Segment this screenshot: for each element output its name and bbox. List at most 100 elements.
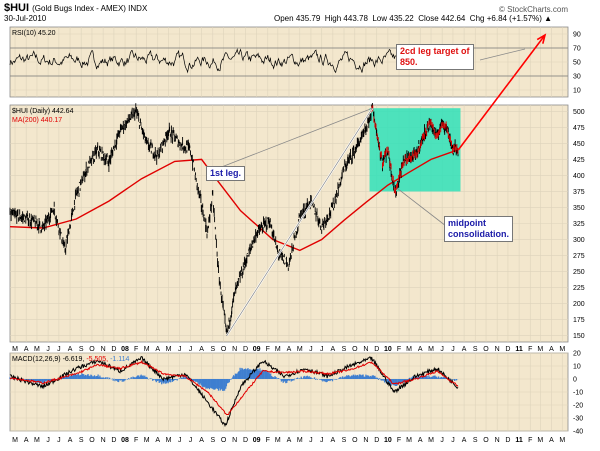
low-value: 435.22	[389, 14, 414, 23]
price-month-label: F	[397, 346, 401, 353]
price-month-label: M	[406, 346, 412, 353]
macd-month-label: N	[363, 437, 368, 444]
price-month-label: M	[428, 346, 434, 353]
macd-month-label: S	[342, 437, 347, 444]
rsi-legend: RSI(10) 45.20	[12, 30, 56, 37]
price-month-label: N	[232, 346, 237, 353]
price-tick-label: 350	[573, 205, 585, 212]
midpoint-line-1: midpoint	[448, 218, 486, 228]
macd-line	[9, 356, 459, 428]
first-leg-line	[226, 108, 373, 336]
macd-month-label: 09	[253, 437, 261, 444]
open-label: Open	[274, 14, 294, 23]
price-month-label: J	[440, 346, 444, 353]
rsi-tick-label: 70	[573, 46, 581, 53]
price-month-label: N	[495, 346, 500, 353]
low-label: Low	[372, 14, 388, 23]
first-leg-pointer	[216, 107, 373, 170]
price-series	[9, 103, 459, 336]
price-month-label: A	[155, 346, 160, 353]
open-value: 435.79	[295, 14, 321, 23]
macd-month-label: O	[352, 437, 358, 444]
macd-month-label: F	[266, 437, 270, 444]
macd-month-label: M	[34, 437, 40, 444]
rsi-tick-label: 30	[573, 74, 581, 81]
midpoint-line-2: consolidation.	[448, 229, 510, 239]
ma-legend: MA(200) 440.17	[12, 117, 62, 124]
price-month-label: A	[331, 346, 336, 353]
macd-month-label: S	[473, 437, 478, 444]
price-month-label: D	[374, 346, 379, 353]
price-month-label: M	[34, 346, 40, 353]
macd-month-label: A	[549, 437, 554, 444]
price-month-label: J	[451, 346, 455, 353]
price-month-label: J	[57, 346, 61, 353]
price-tick-label: 150	[573, 333, 585, 340]
price-month-label: S	[79, 346, 84, 353]
macd-month-label: 08	[121, 437, 129, 444]
target-line-2: 850.	[400, 57, 418, 67]
macd-month-label: A	[418, 437, 423, 444]
ma200-line	[9, 149, 459, 252]
macd-month-label: M	[144, 437, 150, 444]
macd-month-label: J	[57, 437, 61, 444]
macd-month-label: J	[309, 437, 313, 444]
price-month-label: 11	[515, 346, 523, 353]
ticker-symbol: $HUI	[4, 2, 30, 14]
price-month-label: F	[134, 346, 138, 353]
midpoint-pointer	[396, 187, 447, 227]
price-month-label: A	[549, 346, 554, 353]
price-tick-label: 425	[573, 157, 585, 164]
price-month-label: J	[178, 346, 182, 353]
price-month-label: D	[111, 346, 116, 353]
price-month-label: A	[68, 346, 73, 353]
price-month-label: N	[363, 346, 368, 353]
macd-month-label: J	[178, 437, 182, 444]
signal-line	[9, 360, 459, 415]
macd-month-label: J	[189, 437, 193, 444]
price-month-label: N	[101, 346, 106, 353]
macd-tick-label: 10	[573, 364, 581, 371]
price-month-label: F	[528, 346, 532, 353]
macd-month-label: J	[46, 437, 50, 444]
macd-month-label: M	[12, 437, 18, 444]
price-month-label: S	[210, 346, 215, 353]
price-tick-label: 475	[573, 125, 585, 132]
up-arrow-icon: ▲	[544, 14, 553, 23]
macd-month-label: M	[406, 437, 412, 444]
macd-month-label: A	[199, 437, 204, 444]
macd-month-label: O	[221, 437, 227, 444]
price-month-label: 08	[121, 346, 129, 353]
macd-month-label: M	[275, 437, 281, 444]
chg-label: Chg	[469, 14, 485, 23]
price-month-label: M	[166, 346, 172, 353]
macd-month-label: D	[505, 437, 510, 444]
macd-month-label: N	[232, 437, 237, 444]
price-month-label: O	[221, 346, 227, 353]
target-arrow-line	[457, 34, 546, 151]
price-month-label: J	[189, 346, 193, 353]
close-value: 442.64	[440, 14, 466, 23]
price-month-label: A	[418, 346, 423, 353]
price-month-label: M	[12, 346, 18, 353]
macd-month-label: 11	[515, 437, 523, 444]
price-month-label: M	[275, 346, 281, 353]
price-tick-label: 225	[573, 285, 585, 292]
macd-legend: MACD(12,26,9) -6.619, -5.505, -1.114	[12, 356, 129, 363]
macd-tick-label: -30	[573, 416, 583, 423]
price-month-label: O	[483, 346, 489, 353]
price-tick-label: 300	[573, 237, 585, 244]
macd-month-label: D	[111, 437, 116, 444]
ticker-title: $HUI (Gold Bugs Index - AMEX) INDX	[4, 2, 147, 14]
price-month-label: J	[309, 346, 313, 353]
macd-month-label: M	[297, 437, 303, 444]
macd-month-label: J	[320, 437, 324, 444]
ticker-name: (Gold Bugs Index - AMEX) INDX	[32, 4, 148, 13]
price-tick-label: 275	[573, 253, 585, 260]
price-month-label: M	[297, 346, 303, 353]
macd-month-label: A	[331, 437, 336, 444]
rsi-tick-label: 10	[573, 88, 581, 95]
price-month-label: 09	[253, 346, 261, 353]
macd-month-label: M	[537, 437, 543, 444]
